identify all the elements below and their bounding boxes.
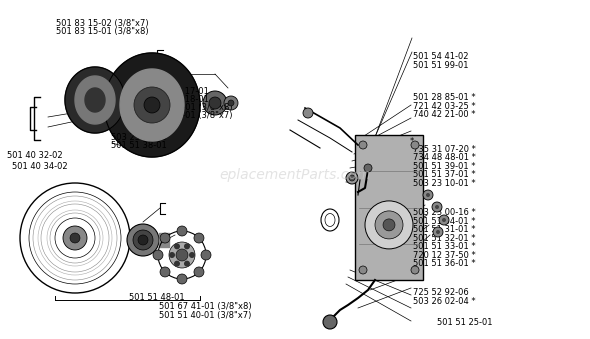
Circle shape	[209, 97, 221, 109]
Text: 501 51 48-01: 501 51 48-01	[129, 293, 184, 302]
Circle shape	[228, 100, 234, 106]
Text: 501 83 17-01: 501 83 17-01	[153, 87, 209, 96]
Circle shape	[174, 261, 180, 267]
Polygon shape	[65, 67, 125, 133]
Circle shape	[176, 249, 188, 261]
Text: 503 26 02-04 *: 503 26 02-04 *	[413, 297, 476, 305]
Text: 501 83 18-01: 501 83 18-01	[153, 95, 209, 104]
Circle shape	[134, 87, 170, 123]
Text: 501 59 80-01 (3/8"x7): 501 59 80-01 (3/8"x7)	[140, 111, 233, 120]
Circle shape	[153, 250, 163, 260]
Polygon shape	[75, 76, 115, 124]
Text: 501 51 99-01: 501 51 99-01	[413, 61, 468, 69]
Circle shape	[426, 193, 430, 197]
Circle shape	[383, 219, 395, 231]
Text: *: *	[410, 137, 414, 145]
Text: 501 67 41-01 (3/8"x8): 501 67 41-01 (3/8"x8)	[140, 103, 233, 112]
Circle shape	[442, 218, 446, 222]
Circle shape	[411, 266, 419, 274]
Circle shape	[349, 175, 355, 181]
Circle shape	[169, 242, 195, 268]
Circle shape	[346, 172, 358, 184]
Text: 734 48 48-01 *: 734 48 48-01 *	[413, 153, 476, 162]
Circle shape	[160, 267, 170, 277]
Text: 501 54 41-02: 501 54 41-02	[413, 52, 468, 61]
Circle shape	[63, 226, 87, 250]
Text: eplacementParts.com: eplacementParts.com	[219, 168, 371, 182]
Circle shape	[189, 252, 195, 258]
Circle shape	[359, 266, 367, 274]
Circle shape	[323, 315, 337, 329]
Text: 725 52 92-06: 725 52 92-06	[413, 288, 468, 297]
Circle shape	[411, 141, 419, 149]
Text: 501 51 39-01 *: 501 51 39-01 *	[413, 162, 476, 171]
Circle shape	[184, 261, 190, 267]
FancyBboxPatch shape	[355, 135, 423, 280]
Text: 501 28 85-01 *: 501 28 85-01 *	[413, 93, 476, 102]
Circle shape	[201, 250, 211, 260]
Text: 501 51 36-01 *: 501 51 36-01 *	[413, 259, 476, 268]
Circle shape	[365, 201, 413, 249]
Circle shape	[433, 227, 443, 237]
Circle shape	[423, 190, 433, 200]
Circle shape	[174, 243, 180, 250]
Circle shape	[194, 233, 204, 243]
Text: 501 83 15-01 (3/8"x8): 501 83 15-01 (3/8"x8)	[56, 27, 149, 36]
Circle shape	[194, 267, 204, 277]
Circle shape	[127, 224, 159, 256]
Text: 720 12 37-50 *: 720 12 37-50 *	[413, 251, 476, 260]
Text: 501 51 34-01 *: 501 51 34-01 *	[413, 217, 476, 226]
Polygon shape	[120, 69, 184, 141]
Polygon shape	[85, 88, 105, 112]
Text: 501 51 32-01 *: 501 51 32-01 *	[413, 234, 476, 243]
Text: 501 51 25-01: 501 51 25-01	[437, 318, 492, 326]
Circle shape	[177, 226, 187, 236]
Circle shape	[303, 108, 313, 118]
Polygon shape	[104, 53, 200, 157]
Text: 501 51 31-01 *: 501 51 31-01 *	[413, 225, 476, 234]
Text: 735 31 07-20 *: 735 31 07-20 *	[413, 145, 476, 154]
Circle shape	[432, 202, 442, 212]
Circle shape	[435, 205, 439, 209]
Text: 501 51 38-01: 501 51 38-01	[111, 141, 166, 150]
Text: 501 67 41-01 (3/8"x8): 501 67 41-01 (3/8"x8)	[159, 302, 252, 311]
Text: 501 51 37-01 *: 501 51 37-01 *	[413, 170, 476, 179]
Circle shape	[224, 96, 238, 110]
Circle shape	[70, 233, 80, 243]
Text: 501 83 15-02 (3/8"x7): 501 83 15-02 (3/8"x7)	[56, 19, 149, 27]
Circle shape	[184, 243, 190, 250]
Circle shape	[439, 215, 449, 225]
Text: 501 51 40-01 (3/8"x7): 501 51 40-01 (3/8"x7)	[159, 311, 252, 320]
Circle shape	[375, 211, 403, 239]
Text: 503 23 00-16 *: 503 23 00-16 *	[413, 208, 476, 217]
Circle shape	[138, 235, 148, 245]
Circle shape	[144, 97, 160, 113]
Circle shape	[177, 274, 187, 284]
Text: 501 40 32-02: 501 40 32-02	[7, 152, 63, 160]
Text: 501 40 34-02: 501 40 34-02	[12, 162, 67, 171]
Circle shape	[359, 141, 367, 149]
Circle shape	[436, 230, 440, 234]
Circle shape	[203, 91, 227, 115]
Text: 501 51 33-01 *: 501 51 33-01 *	[413, 242, 476, 251]
Circle shape	[169, 252, 175, 258]
Text: 503 23 10-01 *: 503 23 10-01 *	[413, 179, 476, 187]
Circle shape	[364, 164, 372, 172]
Circle shape	[160, 233, 170, 243]
Circle shape	[133, 230, 153, 250]
Text: 721 42 03-25 *: 721 42 03-25 *	[413, 102, 476, 111]
Text: 740 42 21-00 *: 740 42 21-00 *	[413, 110, 476, 119]
Text: 503 23 00-13: 503 23 00-13	[111, 134, 167, 142]
